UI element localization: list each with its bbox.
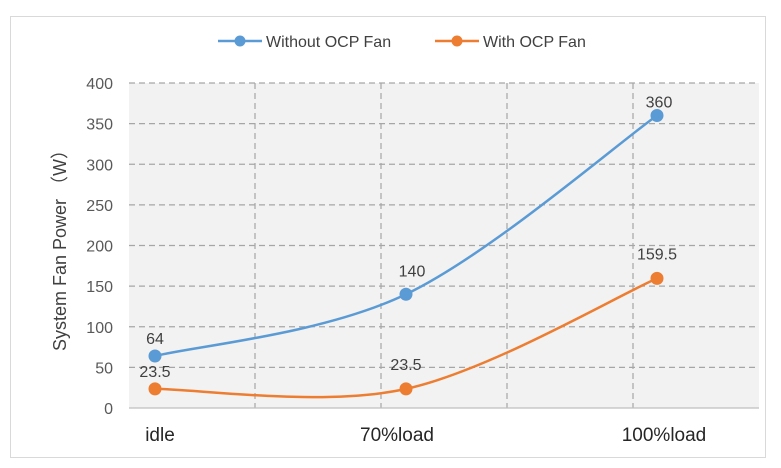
legend: Without OCP Fan With OCP Fan — [218, 34, 586, 51]
x-category-label: idle — [145, 425, 175, 446]
y-axis-ticks: 0 50 100 150 200 250 300 350 400 — [86, 76, 113, 418]
data-point — [650, 109, 664, 122]
x-category-label: 100%load — [622, 425, 707, 446]
y-tick-label: 150 — [86, 279, 113, 296]
data-point — [148, 382, 162, 396]
legend-marker — [451, 35, 463, 47]
series-with-ocp-fan: 23.5 23.5 159.5 — [139, 246, 677, 399]
x-axis-categories: idle 70%load 100%load — [145, 425, 706, 446]
data-point — [399, 382, 413, 396]
series-without-ocp-fan: 64 140 360 — [146, 95, 672, 363]
y-tick-label: 400 — [86, 76, 113, 93]
data-label: 23.5 — [390, 357, 421, 374]
x-category-label: 70%load — [360, 425, 434, 446]
y-tick-label: 300 — [86, 157, 113, 174]
data-label: 64 — [146, 331, 164, 348]
legend-marker — [234, 35, 246, 47]
legend-label: With OCP Fan — [483, 34, 586, 51]
data-label: 360 — [646, 95, 673, 112]
y-tick-label: 0 — [104, 401, 113, 418]
grid-lines — [129, 82, 759, 409]
y-tick-label: 50 — [95, 360, 113, 377]
y-axis-label: System Fan Power （W） — [50, 141, 70, 351]
y-tick-label: 250 — [86, 198, 113, 215]
data-label: 159.5 — [637, 246, 677, 263]
y-tick-label: 100 — [86, 320, 113, 337]
y-tick-label: 200 — [86, 239, 113, 256]
series-layer: 64 140 360 23.5 23.5 159.5 — [139, 95, 677, 399]
data-point — [399, 287, 413, 301]
data-label: 140 — [399, 263, 426, 280]
y-tick-label: 350 — [86, 117, 113, 134]
legend-label: Without OCP Fan — [266, 34, 391, 51]
data-point — [148, 349, 162, 363]
data-point — [650, 271, 664, 285]
data-label: 23.5 — [139, 364, 170, 381]
